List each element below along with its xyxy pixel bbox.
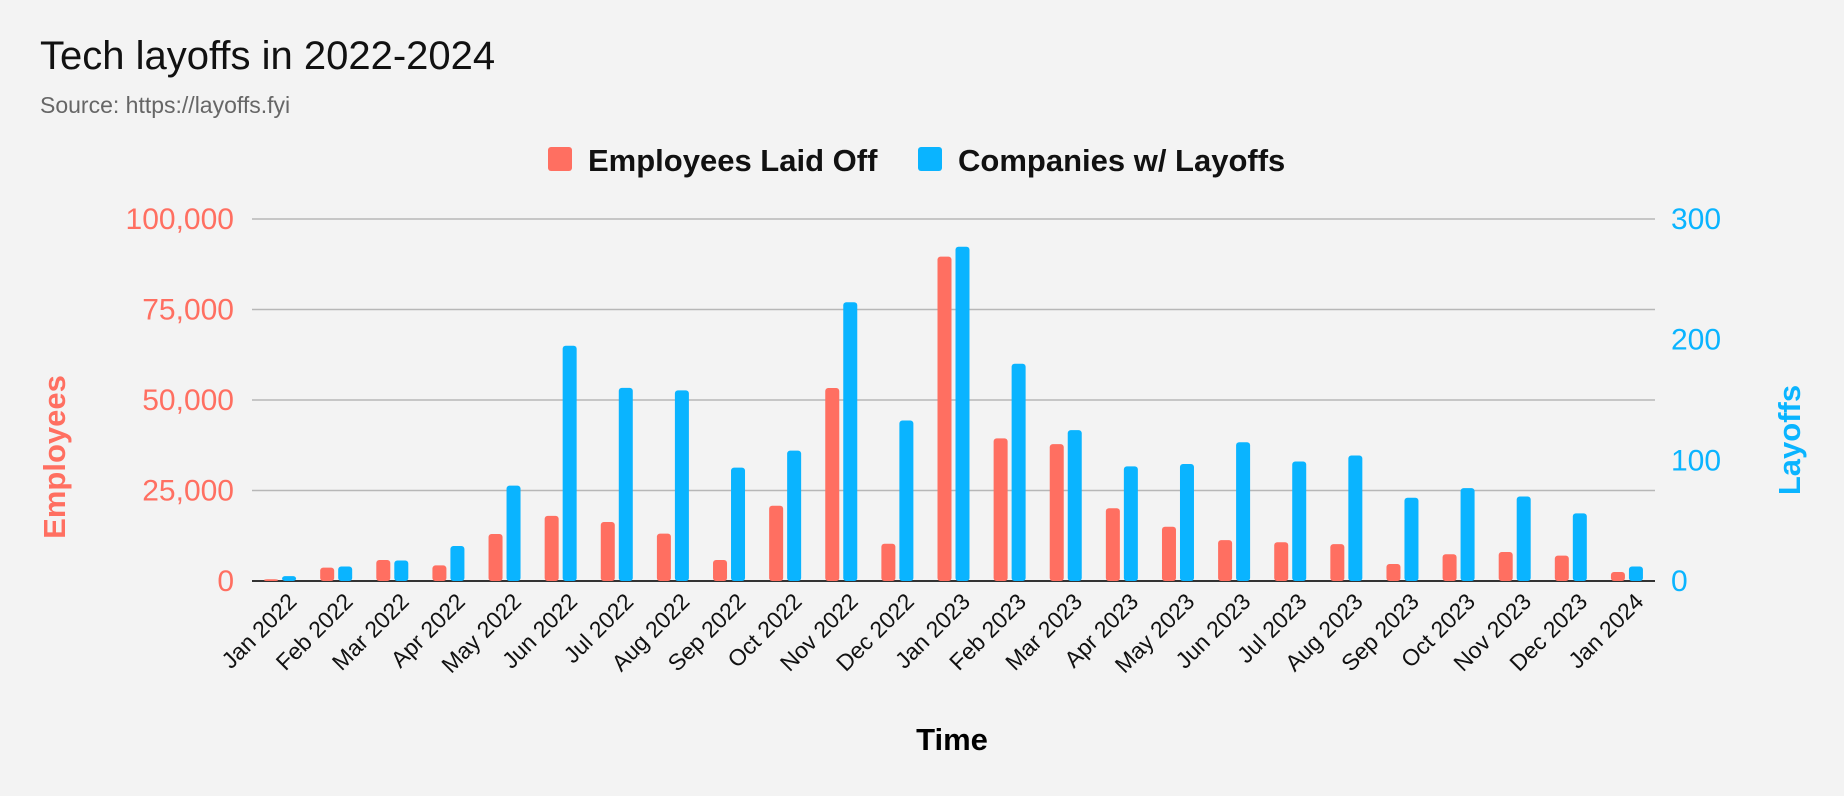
bar-employees: [376, 560, 391, 581]
bar-companies: [787, 450, 802, 581]
bar-employees: [1049, 444, 1064, 581]
bar-employees: [544, 515, 559, 581]
bar-companies: [282, 576, 297, 581]
y-tick-left: 25,000: [142, 475, 234, 508]
bar-companies: [843, 302, 858, 581]
x-axis-title: Time: [916, 722, 988, 757]
bar-companies: [1348, 455, 1363, 581]
bar-companies: [1460, 488, 1475, 581]
bar-companies: [394, 560, 409, 581]
bar-employees: [320, 567, 335, 581]
bar-companies: [506, 485, 521, 581]
y-tick-right: 200: [1671, 324, 1721, 357]
y-tick-right: 0: [1671, 565, 1688, 598]
legend-swatch-employees: [548, 147, 572, 171]
bar-companies: [1572, 513, 1587, 581]
y-tick-left: 50,000: [142, 384, 234, 417]
bar-companies: [899, 420, 914, 581]
bar-companies: [1011, 363, 1026, 581]
bar-companies: [674, 390, 689, 581]
bar-employees: [937, 256, 952, 581]
bar-companies: [1179, 463, 1194, 581]
y-axis-title-right: Layoffs: [1772, 385, 1807, 495]
bar-employees: [1610, 571, 1625, 581]
bar-companies: [1292, 461, 1307, 581]
y-axis-title-left: Employees: [37, 375, 72, 539]
bar-companies: [1404, 497, 1419, 581]
bar-employees: [713, 560, 728, 581]
gridlines: [252, 218, 1655, 582]
bar-employees: [1386, 563, 1401, 581]
y-tick-right: 100: [1671, 444, 1721, 477]
legend-label-companies: Companies w/ Layoffs: [958, 143, 1285, 178]
y-tick-left: 75,000: [142, 294, 234, 327]
bar-employees: [488, 533, 503, 581]
bar-employees: [656, 533, 671, 581]
legend-swatch-companies: [918, 147, 942, 171]
bar-employees: [264, 579, 279, 581]
y-tick-left: 100,000: [126, 203, 234, 236]
bar-companies: [1628, 566, 1643, 581]
bar-employees: [1161, 526, 1176, 581]
bar-companies: [1067, 430, 1082, 581]
bar-employees: [1330, 544, 1345, 581]
bar-companies: [618, 387, 633, 581]
bar-employees: [1442, 554, 1457, 581]
bar-companies: [955, 246, 970, 581]
bar-companies: [1516, 496, 1531, 581]
bar-companies: [1123, 466, 1138, 581]
bar-employees: [769, 505, 784, 581]
bar-employees: [432, 565, 447, 581]
bar-companies: [450, 546, 465, 581]
chart-title: Tech layoffs in 2022-2024: [40, 34, 496, 78]
bar-companies: [562, 345, 577, 581]
bar-employees: [881, 543, 896, 581]
tick-labels: 025,00050,00075,000100,0000100200300Jan …: [126, 203, 1722, 678]
bar-employees: [825, 388, 840, 581]
bars: [264, 246, 1643, 581]
legend: Employees Laid Off Companies w/ Layoffs: [548, 143, 1285, 178]
bar-employees: [1218, 540, 1233, 581]
bar-employees: [993, 438, 1008, 581]
bar-employees: [600, 521, 615, 581]
bar-companies: [731, 467, 746, 581]
bar-employees: [1498, 552, 1513, 581]
bar-employees: [1554, 555, 1569, 581]
bar-companies: [1236, 442, 1251, 581]
y-tick-left: 0: [217, 565, 234, 598]
bar-employees: [1105, 508, 1120, 581]
bar-companies: [338, 566, 353, 581]
chart-subtitle: Source: https://layoffs.fyi: [40, 92, 291, 118]
legend-label-employees: Employees Laid Off: [588, 143, 878, 178]
bar-employees: [1274, 542, 1289, 581]
y-tick-right: 300: [1671, 203, 1721, 236]
